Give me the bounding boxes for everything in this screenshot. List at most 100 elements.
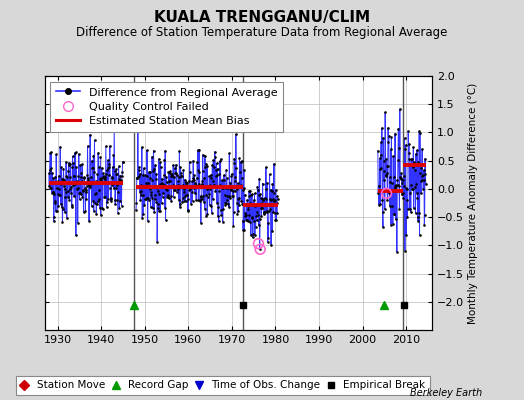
Point <box>83 172 91 178</box>
Point <box>409 205 418 211</box>
Point <box>183 180 192 186</box>
Point <box>379 224 387 230</box>
Point <box>185 158 194 165</box>
Point <box>206 175 215 181</box>
Point <box>57 180 65 187</box>
Point <box>169 194 178 200</box>
Point <box>57 201 65 207</box>
Point <box>204 194 212 200</box>
Point <box>226 185 235 192</box>
Point <box>50 214 58 220</box>
Point <box>71 181 79 187</box>
Point <box>89 152 97 159</box>
Point <box>394 157 402 163</box>
Point <box>397 176 405 182</box>
Point <box>61 189 70 196</box>
Point <box>132 207 140 213</box>
Point <box>231 174 239 180</box>
Point <box>184 196 193 202</box>
Point <box>264 238 272 245</box>
Point <box>257 195 265 201</box>
Point <box>214 218 223 224</box>
Point <box>221 199 229 206</box>
Point <box>196 219 205 226</box>
Point <box>148 176 157 183</box>
Point <box>169 182 177 188</box>
Point <box>177 173 185 179</box>
Point <box>168 173 176 180</box>
Point <box>46 150 54 156</box>
Point <box>379 135 388 141</box>
Point <box>264 220 272 226</box>
Point <box>210 164 218 170</box>
Point <box>65 197 73 203</box>
Point <box>248 234 257 240</box>
Point <box>113 171 121 177</box>
Point <box>395 145 403 152</box>
Point <box>88 203 96 210</box>
Point <box>187 184 195 190</box>
Point <box>114 189 123 195</box>
Point <box>210 182 218 188</box>
Point <box>100 194 108 200</box>
Point <box>160 172 168 179</box>
Point <box>67 184 75 190</box>
Point <box>405 141 413 148</box>
Point <box>179 182 187 188</box>
Point <box>161 147 169 154</box>
Point <box>159 182 168 188</box>
Point <box>101 174 110 181</box>
Point <box>77 174 85 180</box>
Point <box>75 190 84 196</box>
Point <box>189 158 198 164</box>
Point <box>62 215 71 221</box>
Point <box>48 189 56 196</box>
Point <box>174 182 182 188</box>
Point <box>381 172 390 179</box>
Point <box>73 219 82 226</box>
Point <box>390 211 398 217</box>
Point <box>119 159 127 166</box>
Point <box>178 199 187 205</box>
Point <box>63 188 72 194</box>
Point <box>54 203 62 209</box>
Point <box>396 106 404 112</box>
Point <box>53 179 61 185</box>
Point <box>212 172 221 179</box>
Point <box>70 173 78 179</box>
Point <box>47 185 55 191</box>
Point <box>238 217 247 224</box>
Point <box>392 248 401 255</box>
Point <box>374 183 383 189</box>
Point <box>114 210 122 216</box>
Point <box>135 167 143 174</box>
Point <box>99 174 107 180</box>
Point <box>412 150 420 157</box>
Point <box>64 160 73 166</box>
Point <box>182 179 191 186</box>
Point <box>206 186 214 192</box>
Point <box>235 202 243 208</box>
Point <box>416 130 424 136</box>
Point <box>403 197 412 203</box>
Point <box>194 147 202 153</box>
Point <box>111 201 119 208</box>
Point <box>193 167 202 174</box>
Point <box>239 226 247 233</box>
Point <box>157 200 166 206</box>
Point <box>387 134 396 140</box>
Point <box>420 212 429 218</box>
Point <box>377 152 385 158</box>
Point <box>419 177 428 184</box>
Point <box>90 168 99 175</box>
Point <box>198 181 206 187</box>
Point <box>261 196 270 203</box>
Point <box>233 200 241 206</box>
Point <box>384 124 392 131</box>
Point <box>89 164 97 171</box>
Point <box>374 148 382 154</box>
Point <box>154 188 162 194</box>
Point <box>184 207 192 214</box>
Point <box>388 180 396 186</box>
Point <box>250 232 259 238</box>
